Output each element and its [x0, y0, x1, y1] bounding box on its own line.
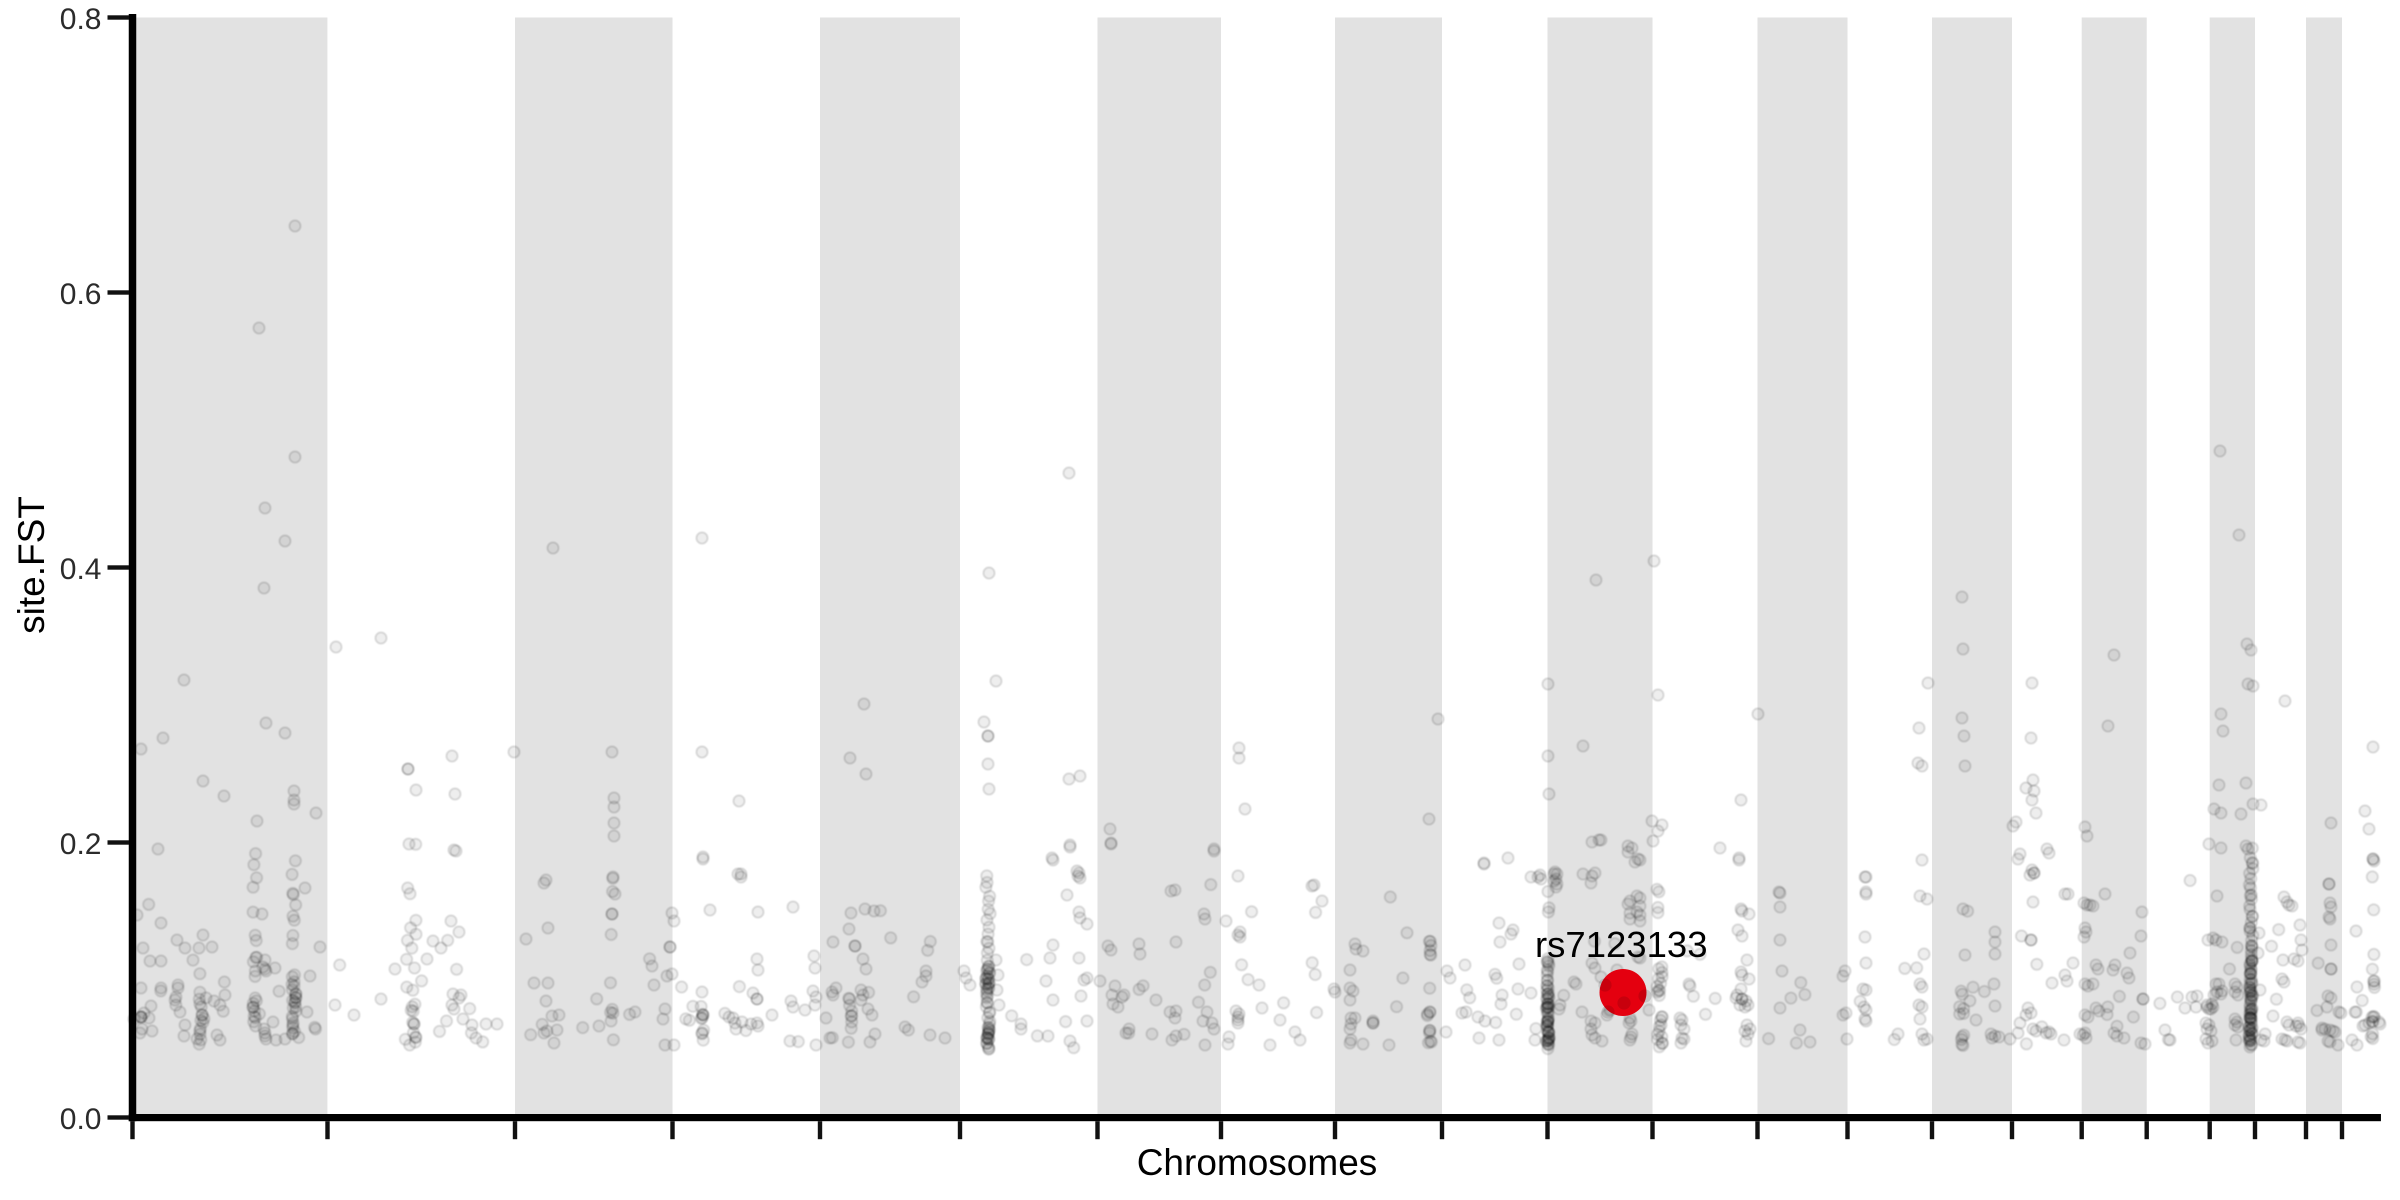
svg-text:0.8: 0.8 [60, 3, 102, 36]
svg-text:0.2: 0.2 [60, 828, 102, 861]
svg-text:rs7123133: rs7123133 [1535, 924, 1708, 965]
svg-text:Chromosomes: Chromosomes [1137, 1142, 1378, 1183]
svg-text:0.6: 0.6 [60, 278, 102, 311]
svg-text:site.FST: site.FST [11, 496, 52, 634]
svg-text:0.4: 0.4 [60, 553, 102, 586]
svg-text:0.0: 0.0 [60, 1103, 102, 1136]
